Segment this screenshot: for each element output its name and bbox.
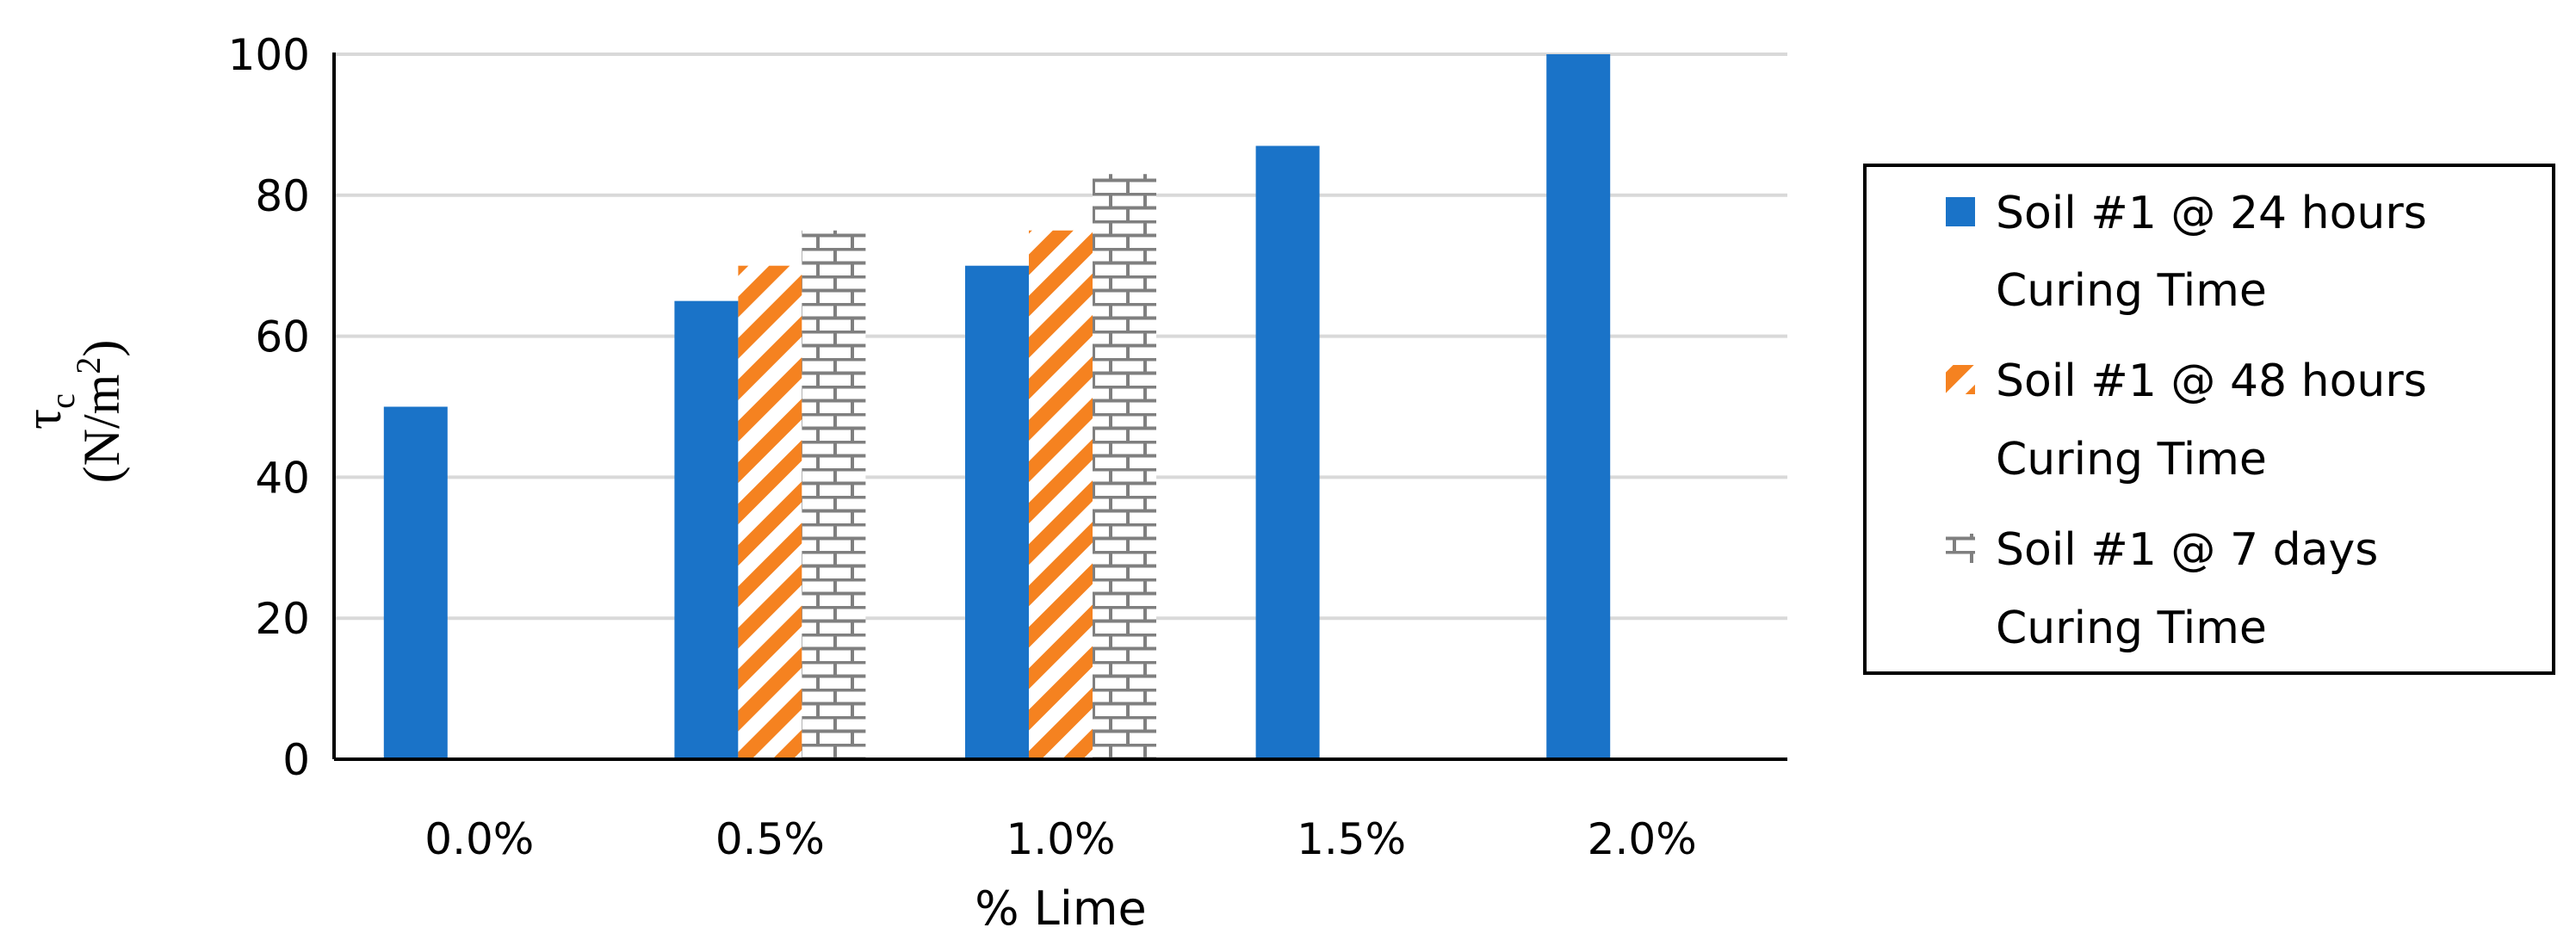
y-tick-label: 60 (255, 312, 310, 362)
x-axis-title: % Lime (975, 881, 1146, 936)
svg-text:τc: τc (15, 393, 82, 430)
legend-label-24h-line1: Soil #1 @ 24 hours (1996, 188, 2427, 239)
bar-solid-3 (1255, 145, 1320, 760)
legend-label-48h-line2: Curing Time (1996, 434, 2267, 485)
bar-brick-2 (1093, 174, 1156, 760)
legend-label-24h-line2: Curing Time (1996, 265, 2267, 317)
bar-solid-1 (674, 300, 739, 759)
y-tick-label: 100 (228, 30, 310, 80)
legend-swatch-7d (1946, 534, 1975, 563)
legend-label-7d-line1: Soil #1 @ 7 days (1996, 524, 2378, 576)
y-axis-unit: (N/m (73, 374, 130, 484)
y-axis-title: τc (N/m2) (15, 340, 130, 484)
y-tick-label: 80 (255, 171, 310, 221)
legend: Soil #1 @ 24 hours Curing Time Soil #1 @… (1863, 164, 2555, 675)
legend-border (1863, 164, 2555, 675)
x-tick-label: 1.0% (1006, 814, 1115, 864)
bar-diagonal-1 (738, 265, 802, 759)
bar-brick-1 (802, 230, 866, 759)
y-tick-label: 40 (255, 453, 310, 503)
y-tick-label: 20 (255, 594, 310, 644)
y-axis-symbol: τ (15, 409, 71, 430)
bars (383, 54, 1611, 760)
bar-solid-4 (1546, 54, 1611, 759)
legend-swatch-48h (1946, 365, 1975, 394)
legend-label-48h-line1: Soil #1 @ 48 hours (1996, 356, 2427, 407)
bar-solid-2 (965, 265, 1029, 759)
x-tick-labels: 0.0% 0.5% 1.0% 1.5% 2.0% (424, 814, 1696, 864)
x-tick-label: 2.0% (1588, 814, 1697, 864)
y-tick-labels: 0 20 40 60 80 100 (228, 30, 310, 785)
y-tick-label: 0 (282, 735, 310, 785)
bar-diagonal-2 (1029, 230, 1093, 759)
legend-swatch-24h (1946, 197, 1975, 226)
x-tick-label: 0.5% (715, 814, 825, 864)
x-tick-label: 1.5% (1297, 814, 1406, 864)
y-axis-unit-superscript: 2 (69, 357, 108, 374)
x-tick-label: 0.0% (424, 814, 534, 864)
svg-text:(N/m2): (N/m2) (69, 340, 130, 484)
y-axis-unit-close: ) (73, 340, 130, 357)
y-axis-subscript: c (43, 393, 82, 409)
legend-label-7d-line2: Curing Time (1996, 603, 2267, 654)
bar-solid-0 (383, 406, 448, 759)
